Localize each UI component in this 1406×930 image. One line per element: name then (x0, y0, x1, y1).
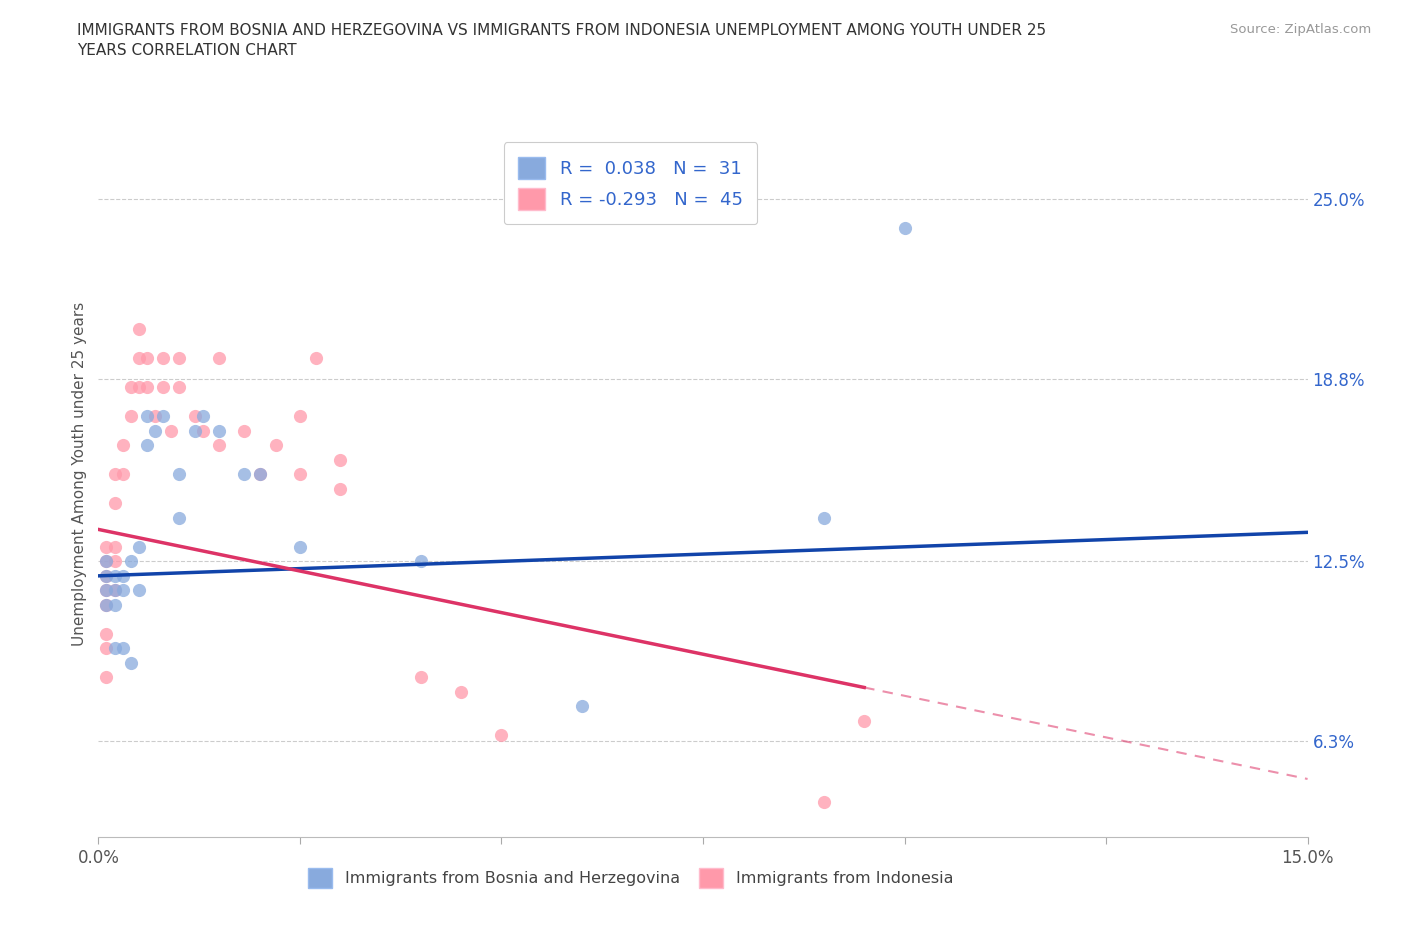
Point (120, 409, 142, 424)
Point (135, 409, 157, 424)
Point (893, 220, 915, 235)
Point (160, 423, 183, 438)
Point (288, 467, 311, 482)
Point (152, 379, 174, 394)
Point (111, 583, 134, 598)
Point (96, 670, 118, 684)
Point (128, 322, 150, 337)
Point (111, 568, 134, 583)
Point (208, 351, 231, 365)
Point (167, 511, 190, 525)
Point (152, 409, 174, 424)
Point (288, 539, 311, 554)
Point (96, 568, 118, 583)
Point (232, 423, 254, 438)
Point (167, 467, 190, 482)
Point (128, 539, 150, 554)
Point (167, 351, 190, 365)
Point (103, 597, 125, 612)
Point (193, 423, 215, 438)
Legend: Immigrants from Bosnia and Herzegovina, Immigrants from Indonesia: Immigrants from Bosnia and Herzegovina, … (301, 862, 959, 895)
Point (103, 568, 125, 583)
Point (96, 641, 118, 656)
Point (135, 438, 157, 453)
Point (329, 452, 352, 467)
Point (193, 409, 215, 424)
Point (184, 409, 207, 424)
Point (143, 409, 166, 424)
Point (450, 684, 472, 699)
Point (128, 379, 150, 394)
Point (853, 713, 876, 728)
Point (111, 438, 134, 453)
Point (96, 597, 118, 612)
Point (96, 627, 118, 642)
Point (135, 379, 157, 394)
Point (103, 539, 125, 554)
Point (184, 423, 207, 438)
Point (329, 482, 352, 497)
Point (96, 568, 118, 583)
Point (491, 728, 513, 743)
Y-axis label: Unemployment Among Youth under 25 years: Unemployment Among Youth under 25 years (72, 302, 87, 646)
Point (409, 554, 432, 569)
Point (232, 467, 254, 482)
Point (120, 379, 142, 394)
Point (167, 379, 190, 394)
Point (103, 554, 125, 569)
Text: Source: ZipAtlas.com: Source: ZipAtlas.com (1230, 23, 1371, 36)
Point (249, 467, 271, 482)
Point (96, 583, 118, 598)
Point (103, 583, 125, 598)
Point (111, 641, 134, 656)
Point (208, 423, 231, 438)
Point (96, 539, 118, 554)
Point (135, 351, 157, 365)
Point (409, 670, 432, 684)
Point (264, 438, 287, 453)
Point (813, 795, 835, 810)
Point (571, 699, 593, 714)
Point (103, 583, 125, 598)
Point (152, 351, 174, 365)
Point (813, 511, 835, 525)
Point (208, 438, 231, 453)
Point (96, 583, 118, 598)
Point (103, 467, 125, 482)
Point (120, 656, 142, 671)
Point (96, 554, 118, 569)
Point (103, 496, 125, 511)
Point (128, 351, 150, 365)
Point (305, 351, 328, 365)
Point (111, 467, 134, 482)
Text: IMMIGRANTS FROM BOSNIA AND HERZEGOVINA VS IMMIGRANTS FROM INDONESIA UNEMPLOYMENT: IMMIGRANTS FROM BOSNIA AND HERZEGOVINA V… (77, 23, 1046, 58)
Point (103, 641, 125, 656)
Point (120, 554, 142, 569)
Point (128, 583, 150, 598)
Point (143, 423, 166, 438)
Point (96, 554, 118, 569)
Point (96, 597, 118, 612)
Point (288, 409, 311, 424)
Point (249, 467, 271, 482)
